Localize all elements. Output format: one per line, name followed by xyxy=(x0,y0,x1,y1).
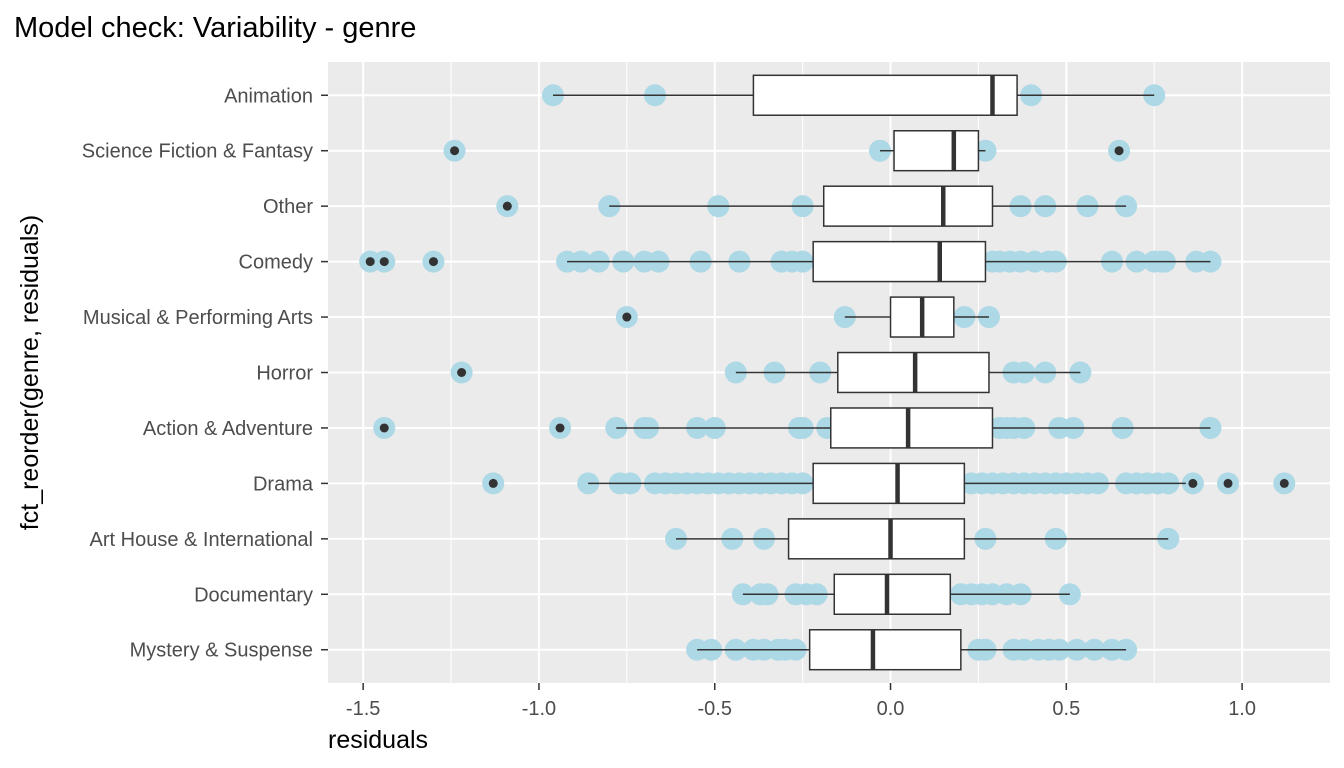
y-axis: Animation Science Fiction & Fantasy Other C… xyxy=(82,85,328,662)
box-comedy xyxy=(812,240,987,283)
box-science-fiction-and-fantasy xyxy=(893,130,980,172)
y-tick-label: Animation xyxy=(224,85,313,107)
outlier-drama xyxy=(488,478,498,488)
x-tick-label: 0.5 xyxy=(1052,698,1080,720)
box-mystery-and-suspense xyxy=(808,629,962,671)
y-tick-label: Horror xyxy=(256,363,313,385)
outlier-drama xyxy=(1279,478,1289,488)
x-axis: -1.5 -1.0 -0.5 0.0 0.5 1.0 xyxy=(346,683,1256,720)
outlier-comedy xyxy=(379,257,389,267)
outlier-science-fiction-and-fantasy xyxy=(450,146,460,156)
box-animation xyxy=(752,74,1018,116)
x-tick-label: -0.5 xyxy=(698,698,732,720)
outlier-musical-and-performing-arts xyxy=(622,312,632,322)
outlier-comedy xyxy=(428,257,438,267)
y-tick-label: Science Fiction & Fantasy xyxy=(82,141,313,163)
y-tick-label: Other xyxy=(263,196,313,218)
box-other xyxy=(822,185,994,227)
y-tick-label: Documentary xyxy=(194,584,313,606)
outlier-other xyxy=(502,201,512,211)
x-tick-label: 0.0 xyxy=(877,698,905,720)
x-tick-label: 1.0 xyxy=(1228,698,1256,720)
y-tick-label: Action & Adventure xyxy=(143,418,313,440)
y-axis-title: fct_reorder(genre, residuals) xyxy=(16,215,44,530)
box-drama xyxy=(812,462,966,505)
outlier-comedy xyxy=(365,257,375,267)
outlier-horror xyxy=(457,368,467,377)
outlier-action-and-adventure xyxy=(379,423,389,433)
outlier-action-and-adventure xyxy=(555,423,565,433)
y-tick-label: Drama xyxy=(253,473,314,495)
boxes xyxy=(365,74,1289,671)
box-art-house-and-international xyxy=(787,518,966,560)
y-tick-label: Art House & International xyxy=(90,529,313,551)
outlier-drama xyxy=(1188,478,1198,488)
x-tick-label: -1.5 xyxy=(346,698,380,720)
box-action-and-adventure xyxy=(830,407,994,449)
chart-title: Model check: Variability - genre xyxy=(14,12,417,44)
x-tick-label: -1.0 xyxy=(522,698,556,720)
y-tick-label: Comedy xyxy=(239,252,313,274)
y-tick-label: Mystery & Suspense xyxy=(130,640,313,662)
outlier-science-fiction-and-fantasy xyxy=(1114,146,1124,156)
box-documentary xyxy=(833,573,952,615)
x-axis-title: residuals xyxy=(328,726,428,754)
y-tick-label: Musical & Performing Arts xyxy=(83,307,313,329)
outlier-drama xyxy=(1223,478,1233,488)
